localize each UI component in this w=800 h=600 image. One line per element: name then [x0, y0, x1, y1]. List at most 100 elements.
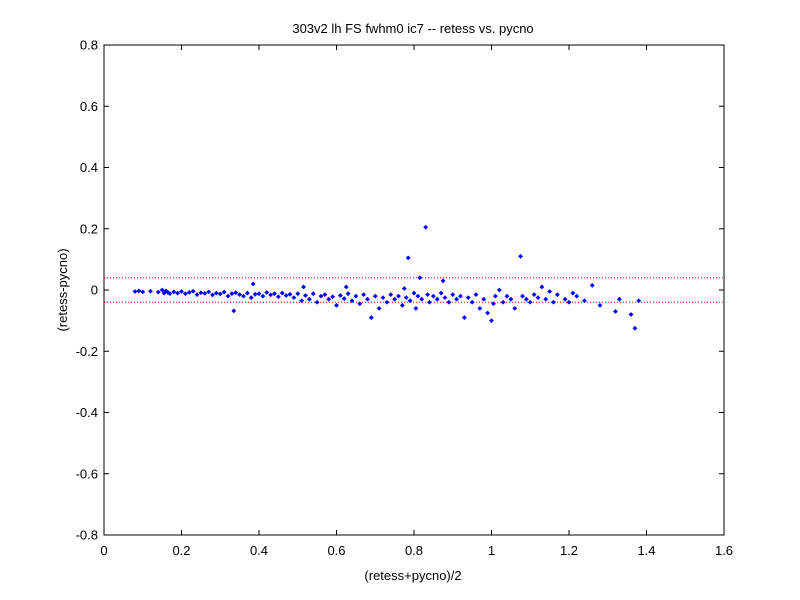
data-point — [628, 312, 634, 317]
data-point — [376, 305, 382, 311]
data-point — [438, 290, 444, 296]
data-point — [221, 289, 227, 295]
data-point — [458, 293, 463, 299]
data-point — [380, 295, 386, 301]
data-point — [272, 291, 277, 297]
data-point — [523, 296, 529, 302]
data-point — [198, 290, 204, 296]
data-point — [636, 298, 642, 304]
plot-area: 0 0.2 0.4 0.6 0.8 1 1.2 1.4 1.6 0.80.60.40.20-0.… — [76, 38, 733, 559]
data-point — [368, 315, 374, 320]
data-point — [401, 286, 407, 291]
data-point — [229, 291, 235, 297]
reference-lines — [104, 277, 724, 303]
y-tick-label: -0.6 — [76, 466, 98, 481]
data-point — [260, 293, 266, 299]
data-point — [330, 294, 336, 300]
data-point — [419, 296, 425, 302]
data-point — [136, 288, 142, 294]
y-tick-label: -0.4 — [76, 405, 98, 420]
x-tick-label: 1.6 — [715, 543, 733, 558]
data-point — [539, 284, 545, 290]
data-point — [392, 296, 398, 302]
data-point — [485, 310, 491, 316]
data-point — [500, 299, 506, 305]
data-point — [454, 296, 460, 302]
data-point — [396, 293, 401, 299]
data-point — [171, 289, 177, 295]
data-point — [492, 293, 498, 299]
data-point — [295, 291, 301, 297]
data-point — [159, 287, 165, 293]
data-point — [589, 283, 595, 288]
data-point — [434, 296, 440, 302]
data-point — [423, 224, 429, 230]
data-point — [582, 298, 587, 304]
data-point — [244, 290, 250, 296]
y-axis-ticks: 0.8 0.6 0.4 0.2 0 -0.2 -0.4 -0.6 -0.8 — [76, 38, 724, 543]
y-axis-label: (retess-pycno) — [55, 248, 70, 331]
data-point — [334, 302, 339, 308]
data-point — [566, 299, 572, 305]
axes-box — [103, 44, 725, 536]
data-point — [326, 296, 332, 302]
data-point — [357, 301, 363, 307]
data-point — [465, 295, 471, 301]
data-point — [283, 293, 289, 298]
data-point — [543, 296, 549, 302]
data-point — [632, 325, 638, 331]
data-point — [306, 296, 312, 302]
data-point — [597, 302, 603, 308]
data-point — [430, 293, 436, 299]
data-point — [256, 291, 262, 297]
data-point — [403, 295, 409, 301]
data-point — [512, 305, 518, 311]
data-point — [405, 255, 411, 261]
data-point — [132, 289, 138, 294]
data-point — [231, 308, 237, 314]
chart-title: 303v2 lh FS fwhm0 ic7 -- retess vs. pycn… — [292, 21, 533, 36]
data-point — [175, 290, 181, 296]
y-tick-label: 0 — [91, 283, 98, 298]
data-point — [322, 292, 328, 297]
data-point — [411, 290, 417, 296]
x-tick-label: 1.4 — [637, 543, 655, 558]
data-point — [225, 293, 231, 299]
data-point — [554, 292, 560, 297]
data-point — [210, 292, 215, 298]
data-point — [299, 298, 305, 304]
data-point — [337, 293, 343, 298]
data-point — [182, 291, 188, 297]
x-tick-label: 0.4 — [250, 543, 268, 558]
data-point — [241, 293, 246, 299]
data-point — [489, 318, 494, 324]
data-point — [384, 299, 390, 305]
data-point — [268, 292, 274, 298]
data-point — [496, 287, 502, 293]
data-point — [442, 295, 448, 301]
data-point — [217, 291, 223, 297]
data-point — [167, 291, 173, 297]
data-point — [531, 292, 537, 297]
data-point — [616, 296, 622, 302]
data-point — [551, 299, 556, 305]
data-point — [341, 296, 347, 301]
data-point — [264, 290, 270, 295]
data-point — [446, 299, 452, 305]
data-point — [248, 295, 254, 301]
y-tick-label: 0.6 — [80, 99, 98, 114]
data-point — [190, 288, 196, 294]
data-point — [413, 305, 419, 311]
data-point — [425, 292, 430, 297]
data-point — [417, 275, 423, 281]
x-axis-ticks: 0 0.2 0.4 0.6 0.8 1 1.2 1.4 1.6 — [100, 45, 733, 558]
data-point — [562, 296, 568, 302]
data-point — [518, 253, 523, 259]
data-point — [365, 296, 370, 302]
data-point — [206, 289, 212, 295]
data-point — [477, 305, 483, 311]
data-point — [361, 292, 367, 297]
data-point — [504, 293, 510, 299]
x-tick-label: 1.2 — [560, 543, 578, 558]
